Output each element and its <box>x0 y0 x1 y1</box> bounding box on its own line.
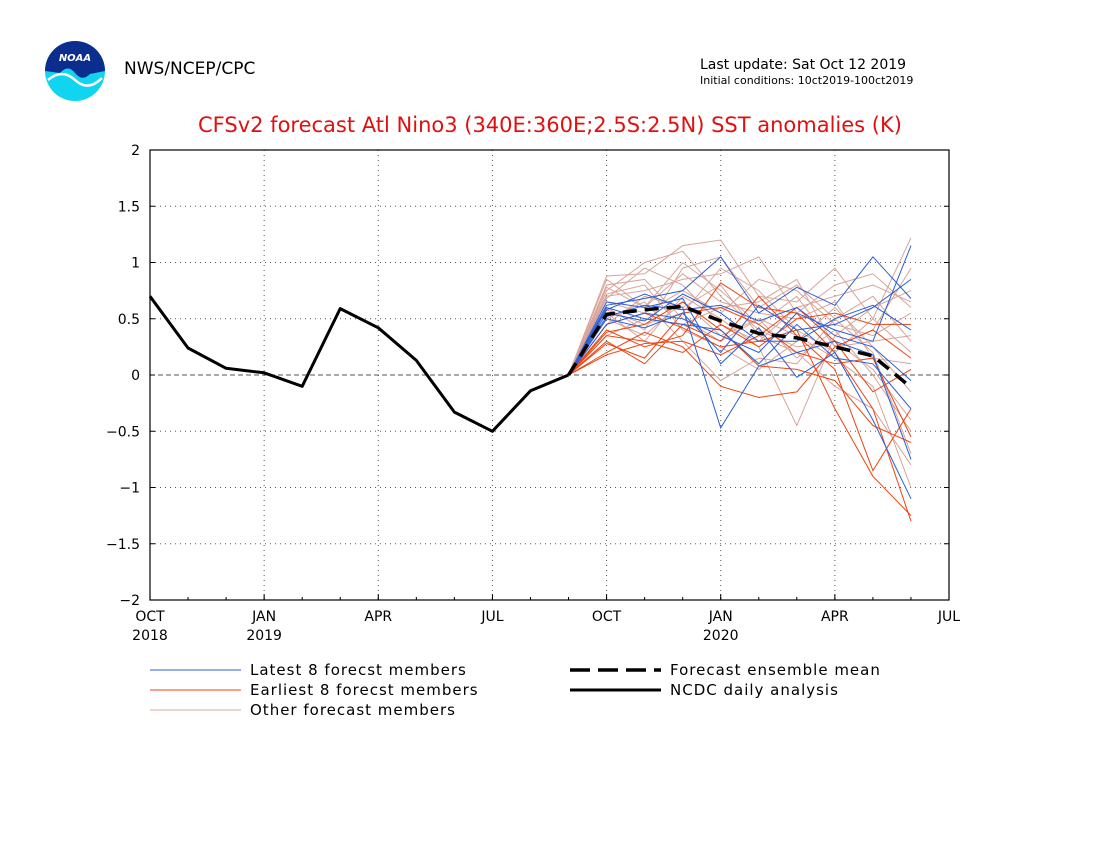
x-tick-label: APR <box>821 609 849 625</box>
other-members-layer <box>568 237 912 488</box>
plot-frame <box>149 149 950 601</box>
x-tick-label: OCT <box>135 609 165 625</box>
logo-top <box>45 41 105 78</box>
logo-gull <box>47 72 103 87</box>
logo-text: NOAA <box>59 53 91 64</box>
x-tick-label: OCT <box>592 609 622 625</box>
x-tick-label: JUL <box>480 609 503 625</box>
initial-conditions-text: Initial conditions: 10ct2019-100ct2019 <box>700 74 914 87</box>
y-tick-label: 0.5 <box>118 312 140 328</box>
earliest-member-line <box>568 301 912 443</box>
y-tick-label: −0.5 <box>106 424 140 440</box>
legend-earliest-label: Earliest 8 forecst members <box>250 681 479 699</box>
other-member-line <box>568 267 912 376</box>
other-member-line <box>568 301 912 432</box>
other-member-line <box>568 261 912 376</box>
x-tick-label: JUL <box>937 609 960 625</box>
y-tick-label: −2 <box>119 593 140 609</box>
x-tick-label: JAN <box>251 609 276 625</box>
y-tick-label: 2 <box>131 143 140 159</box>
other-member-line <box>568 237 912 376</box>
legend: Latest 8 forecst members Earliest 8 forec… <box>150 661 881 719</box>
agency-label: NWS/NCEP/CPC <box>124 59 256 79</box>
other-member-line <box>568 256 912 454</box>
x-year-label: 2019 <box>246 628 282 644</box>
chart-title: CFSv2 forecast Atl Nino3 (340E:360E;2.5S… <box>198 113 902 137</box>
latest-member-line <box>568 245 912 376</box>
earliest-member-line <box>568 329 912 399</box>
latest-member-line <box>568 293 912 460</box>
y-tick-label: −1.5 <box>106 537 140 553</box>
legend-mean-label: Forecast ensemble mean <box>670 661 881 679</box>
y-tick-label: 1 <box>131 256 140 272</box>
latest-member-line <box>568 297 912 500</box>
x-tick-label: APR <box>364 609 392 625</box>
y-tick-label: 1.5 <box>118 199 140 215</box>
last-update-text: Last update: Sat Oct 12 2019 <box>700 57 907 73</box>
earliest-member-line <box>568 312 911 376</box>
other-member-line <box>568 284 912 393</box>
y-tick-label: −1 <box>119 481 140 497</box>
observed-line <box>148 295 570 433</box>
legend-observed-label: NCDC daily analysis <box>670 681 839 699</box>
latest-members-layer <box>568 245 912 500</box>
x-tick-label: JAN <box>708 609 733 625</box>
legend-latest-label: Latest 8 forecst members <box>250 661 467 679</box>
other-member-line <box>568 278 912 488</box>
ensemble-mean-line <box>567 304 913 389</box>
earliest-members-layer <box>568 282 912 522</box>
x-year-label: 2020 <box>703 628 739 644</box>
y-tick-label: 0 <box>131 368 140 384</box>
main-lines-layer <box>148 295 913 433</box>
earliest-member-line <box>568 295 912 472</box>
x-year-label: 2018 <box>132 628 168 644</box>
noaa-logo: NOAA <box>45 41 105 101</box>
legend-other-label: Other forecast members <box>250 701 456 719</box>
